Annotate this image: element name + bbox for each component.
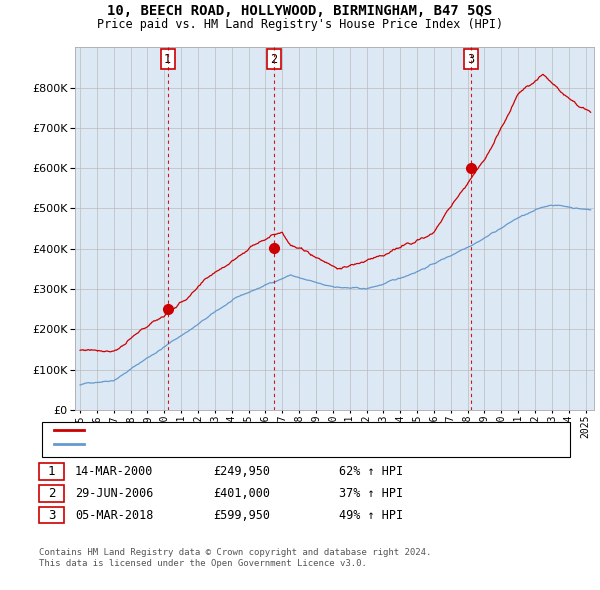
Text: 3: 3 xyxy=(467,53,475,65)
Text: Contains HM Land Registry data © Crown copyright and database right 2024.: Contains HM Land Registry data © Crown c… xyxy=(39,548,431,556)
Text: £249,950: £249,950 xyxy=(213,465,270,478)
Text: 1: 1 xyxy=(48,465,55,478)
Text: This data is licensed under the Open Government Licence v3.0.: This data is licensed under the Open Gov… xyxy=(39,559,367,568)
Text: 1: 1 xyxy=(164,53,171,65)
Text: £401,000: £401,000 xyxy=(213,487,270,500)
Text: 62% ↑ HPI: 62% ↑ HPI xyxy=(339,465,403,478)
Text: 14-MAR-2000: 14-MAR-2000 xyxy=(75,465,154,478)
Text: Price paid vs. HM Land Registry's House Price Index (HPI): Price paid vs. HM Land Registry's House … xyxy=(97,18,503,31)
Text: 2: 2 xyxy=(270,53,277,65)
Text: 10, BEECH ROAD, HOLLYWOOD, BIRMINGHAM, B47 5QS: 10, BEECH ROAD, HOLLYWOOD, BIRMINGHAM, B… xyxy=(107,4,493,18)
Text: 29-JUN-2006: 29-JUN-2006 xyxy=(75,487,154,500)
Text: 2: 2 xyxy=(48,487,55,500)
Text: 10, BEECH ROAD, HOLLYWOOD, BIRMINGHAM, B47 5QS (detached house): 10, BEECH ROAD, HOLLYWOOD, BIRMINGHAM, B… xyxy=(90,425,499,435)
Text: 37% ↑ HPI: 37% ↑ HPI xyxy=(339,487,403,500)
Text: 05-MAR-2018: 05-MAR-2018 xyxy=(75,509,154,522)
Text: 3: 3 xyxy=(48,509,55,522)
Text: £599,950: £599,950 xyxy=(213,509,270,522)
Text: HPI: Average price, detached house, Bromsgrove: HPI: Average price, detached house, Brom… xyxy=(90,440,389,449)
Text: 49% ↑ HPI: 49% ↑ HPI xyxy=(339,509,403,522)
